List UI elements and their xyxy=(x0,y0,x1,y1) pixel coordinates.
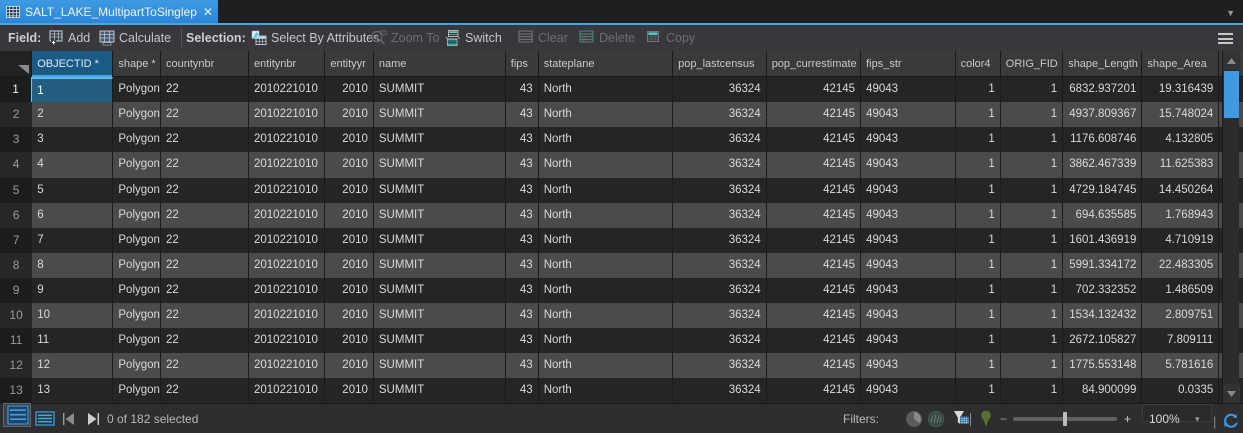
svg-text:✗: ✗ xyxy=(581,37,586,44)
